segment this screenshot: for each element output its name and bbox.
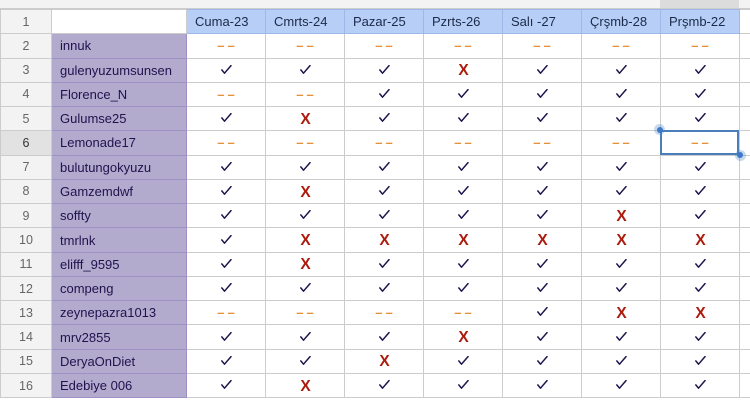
svg-text:X: X [616, 307, 627, 320]
svg-text:X: X [458, 331, 469, 344]
svg-text:X: X [300, 380, 311, 393]
svg-text:X: X [300, 186, 311, 199]
svg-text:X: X [616, 210, 627, 223]
svg-text:X: X [695, 234, 706, 247]
svg-text:X: X [695, 307, 706, 320]
svg-text:X: X [458, 64, 469, 77]
svg-text:X: X [379, 234, 390, 247]
svg-text:X: X [379, 355, 390, 368]
svg-text:X: X [616, 234, 627, 247]
svg-text:X: X [300, 113, 311, 126]
svg-text:X: X [300, 234, 311, 247]
svg-text:X: X [300, 258, 311, 271]
svg-text:X: X [537, 234, 548, 247]
svg-text:X: X [458, 234, 469, 247]
